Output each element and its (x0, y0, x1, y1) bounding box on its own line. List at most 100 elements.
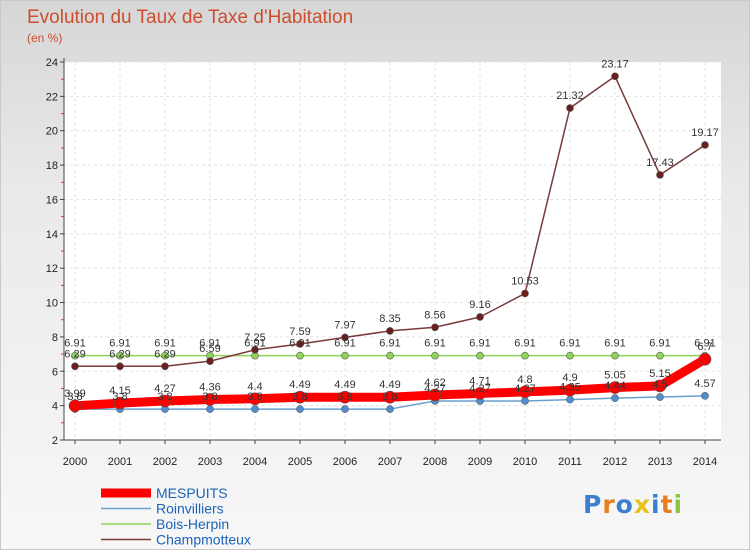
data-point-roinvilliers (251, 405, 259, 413)
data-label-roinvilliers: 4.5 (652, 379, 667, 391)
data-point-mespuits (68, 399, 82, 413)
data-label-roinvilliers: 4.27 (514, 383, 535, 395)
legend-label: Bois-Herpin (156, 516, 229, 532)
y-tick-label: 24 (46, 57, 58, 69)
logo-letter: t (660, 490, 674, 519)
data-label-bois-herpin: 6.91 (424, 338, 445, 350)
data-point-mespuits (698, 352, 712, 366)
data-label-roinvilliers: 3.8 (292, 391, 307, 403)
x-tick-label: 2005 (288, 456, 312, 468)
y-tick-label: 18 (46, 160, 58, 172)
data-label-mespuits: 4.36 (199, 381, 220, 393)
data-point-champmotteux (701, 141, 709, 149)
data-label-champmotteux: 6.29 (154, 348, 175, 360)
data-label-mespuits: 5.15 (649, 368, 670, 380)
x-tick-label: 2008 (423, 456, 447, 468)
data-point-mespuits (653, 379, 667, 393)
data-label-roinvilliers: 3.8 (337, 391, 352, 403)
logo-letter: i (651, 490, 661, 519)
data-point-mespuits (248, 392, 262, 406)
data-point-champmotteux (296, 340, 304, 348)
data-point-champmotteux (476, 313, 484, 321)
data-label-roinvilliers: 3.8 (112, 391, 127, 403)
data-label-bois-herpin: 6.91 (334, 338, 355, 350)
data-point-bois-herpin (386, 351, 394, 360)
data-point-champmotteux (521, 289, 529, 298)
data-label-bois-herpin: 6.91 (604, 338, 625, 350)
data-label-champmotteux: 9.16 (469, 299, 490, 311)
data-label-roinvilliers: 4.27 (469, 383, 490, 395)
data-point-mespuits (113, 396, 127, 410)
data-point-mespuits (473, 387, 487, 400)
data-point-bois-herpin (476, 351, 484, 360)
y-tick-label: 14 (46, 229, 58, 241)
y-tick-label: 8 (52, 332, 58, 344)
data-label-bois-herpin: 6.91 (244, 338, 265, 350)
data-point-bois-herpin (341, 351, 349, 360)
data-label-mespuits: 4.49 (379, 379, 400, 391)
chart-title: Evolution du Taux de Taxe d'Habitation (27, 7, 354, 28)
data-label-champmotteux: 6.29 (109, 348, 130, 360)
logo-letter: o (615, 490, 634, 519)
data-label-mespuits: 4.49 (334, 379, 355, 391)
data-label-mespuits: 5.05 (604, 370, 625, 382)
data-point-mespuits (338, 390, 352, 404)
legend-label: MESPUITS (156, 485, 228, 501)
legend-label: Roinvilliers (156, 501, 224, 517)
x-tick-label: 2007 (378, 456, 402, 468)
data-point-champmotteux (341, 333, 349, 342)
data-point-bois-herpin (71, 351, 79, 360)
x-tick-label: 2001 (108, 456, 132, 468)
data-label-bois-herpin: 6.91 (154, 338, 175, 350)
data-point-bois-herpin (611, 351, 619, 360)
data-label-mespuits: 3.99 (64, 388, 85, 400)
data-label-champmotteux: 7.25 (244, 332, 265, 344)
data-label-mespuits: 4.8 (517, 374, 532, 386)
data-label-mespuits: 4.71 (469, 375, 490, 387)
plot-area (64, 62, 721, 440)
data-label-champmotteux: 8.35 (379, 313, 400, 325)
data-point-roinvilliers (296, 405, 304, 413)
data-label-bois-herpin: 6.91 (64, 338, 85, 350)
data-point-roinvilliers (701, 392, 709, 400)
data-label-mespuits: 4.27 (154, 383, 175, 395)
data-point-mespuits (203, 393, 217, 406)
logo-letter: P (583, 490, 603, 519)
data-label-mespuits: 6.7 (697, 341, 712, 353)
data-label-champmotteux: 6.29 (64, 348, 85, 360)
data-label-champmotteux: 19.17 (691, 127, 719, 139)
x-tick-label: 2009 (468, 456, 492, 468)
data-point-bois-herpin (296, 351, 304, 360)
data-point-champmotteux (656, 171, 664, 179)
data-point-bois-herpin (116, 351, 124, 360)
data-point-champmotteux (386, 327, 394, 335)
data-point-bois-herpin (431, 351, 439, 360)
x-tick-label: 2003 (198, 456, 222, 468)
data-label-mespuits: 4.49 (289, 379, 310, 391)
data-point-champmotteux (431, 323, 439, 332)
data-point-roinvilliers (521, 397, 529, 405)
y-tick-label: 16 (46, 194, 58, 206)
x-tick-label: 2013 (648, 456, 672, 468)
data-label-mespuits: 4.4 (247, 381, 262, 393)
x-tick-label: 2004 (243, 456, 267, 468)
data-point-champmotteux (116, 362, 124, 371)
data-point-roinvilliers (206, 405, 214, 413)
data-point-mespuits (383, 390, 397, 404)
x-tick-label: 2011 (558, 456, 582, 468)
data-label-mespuits: 4.9 (562, 372, 577, 384)
data-point-mespuits (563, 383, 577, 397)
data-point-champmotteux (611, 72, 619, 81)
y-tick-label: 6 (52, 366, 58, 378)
data-label-bois-herpin: 6.91 (469, 338, 490, 350)
data-point-roinvilliers (611, 394, 619, 402)
data-point-champmotteux (71, 362, 79, 371)
y-tick-label: 10 (46, 298, 58, 310)
legend-label: Champmotteux (156, 532, 251, 548)
data-point-bois-herpin (566, 351, 574, 360)
logo-letter: r (602, 490, 616, 519)
data-label-roinvilliers: 3.8 (67, 391, 82, 403)
data-point-roinvilliers (656, 393, 664, 401)
